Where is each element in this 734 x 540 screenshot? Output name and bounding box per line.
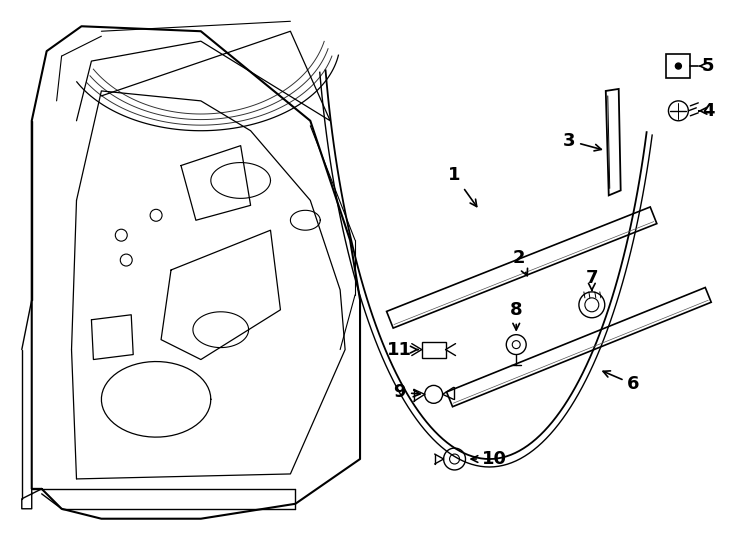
- Text: 4: 4: [699, 102, 714, 120]
- Polygon shape: [606, 89, 621, 195]
- Text: 6: 6: [603, 371, 640, 394]
- Text: 1: 1: [448, 166, 476, 206]
- Bar: [666, 54, 691, 78]
- Polygon shape: [446, 287, 711, 407]
- Polygon shape: [387, 207, 657, 328]
- Text: 5: 5: [699, 57, 714, 75]
- Text: 9: 9: [393, 383, 420, 401]
- Text: 7: 7: [586, 269, 598, 291]
- Text: 3: 3: [563, 132, 601, 151]
- Circle shape: [675, 63, 681, 69]
- Text: 11: 11: [388, 341, 418, 359]
- Text: 10: 10: [471, 450, 507, 468]
- Text: 8: 8: [510, 301, 523, 330]
- Bar: [422, 342, 446, 357]
- Text: 2: 2: [513, 249, 528, 276]
